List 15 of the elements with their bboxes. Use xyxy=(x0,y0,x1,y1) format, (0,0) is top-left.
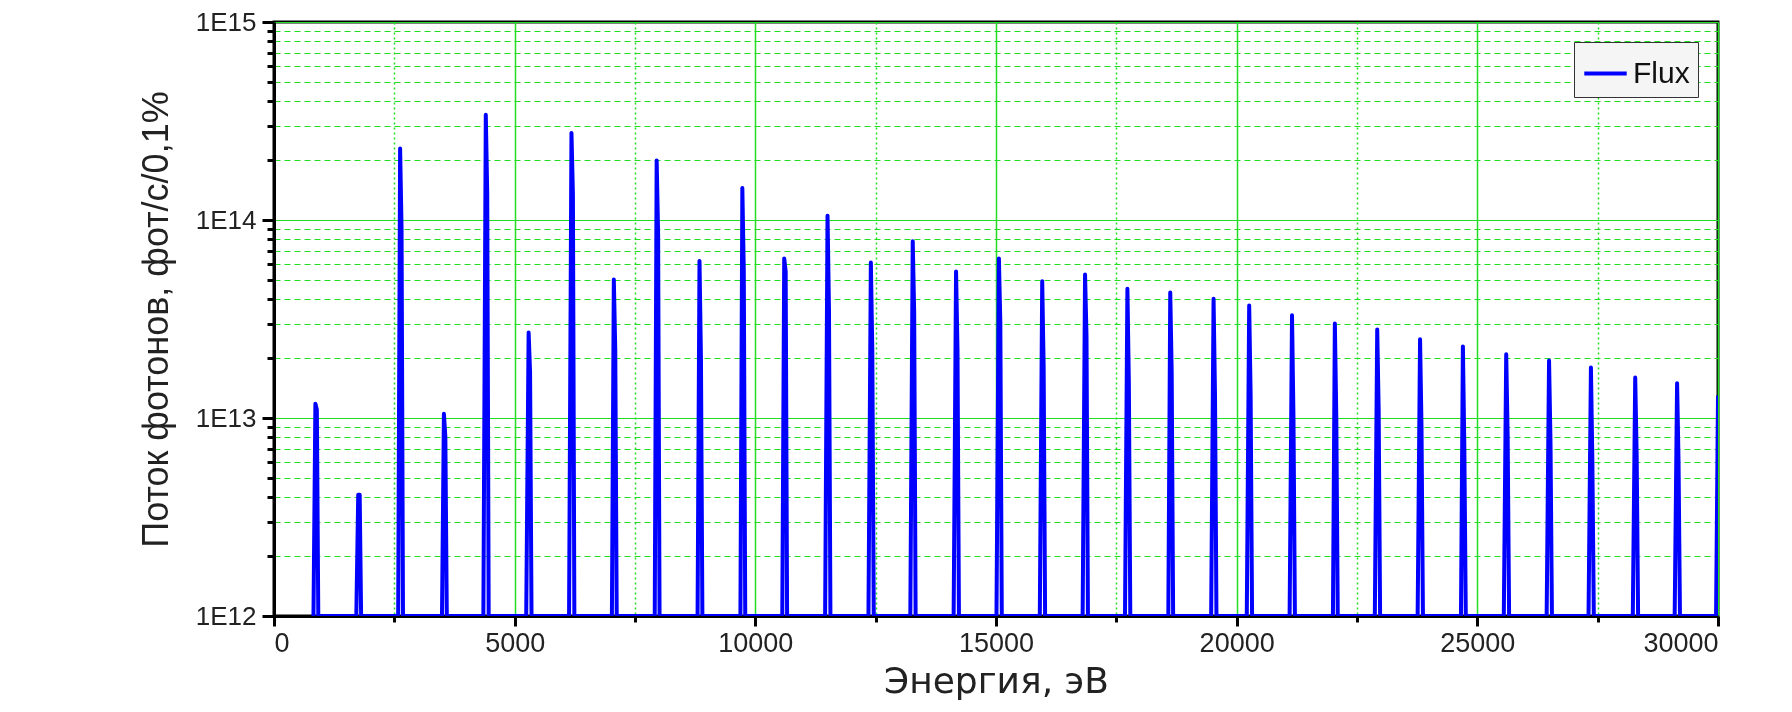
x-tick-label: 25000 xyxy=(1440,627,1516,658)
x-axis-title: Энергия, эВ xyxy=(884,659,1109,701)
y-tick-label: 1E13 xyxy=(195,402,257,433)
x-tick-label: 15000 xyxy=(958,627,1035,658)
y-tick-label: 1E12 xyxy=(195,600,257,631)
line-series xyxy=(311,112,1718,616)
x-tick-label: 10000 xyxy=(718,627,794,658)
x-tick-label: 5000 xyxy=(485,627,546,658)
legend-label: Flux xyxy=(1633,55,1690,89)
x-tick-label: 0 xyxy=(274,627,290,658)
y-tick-label: 1E14 xyxy=(195,204,257,235)
x-tick-label: 30000 xyxy=(1643,627,1719,658)
x-tick-label: 20000 xyxy=(1199,627,1275,658)
y-axis-title: Поток фотонов, фот/с/0,1% xyxy=(134,91,176,548)
y-tick-label: 1E15 xyxy=(195,6,257,37)
